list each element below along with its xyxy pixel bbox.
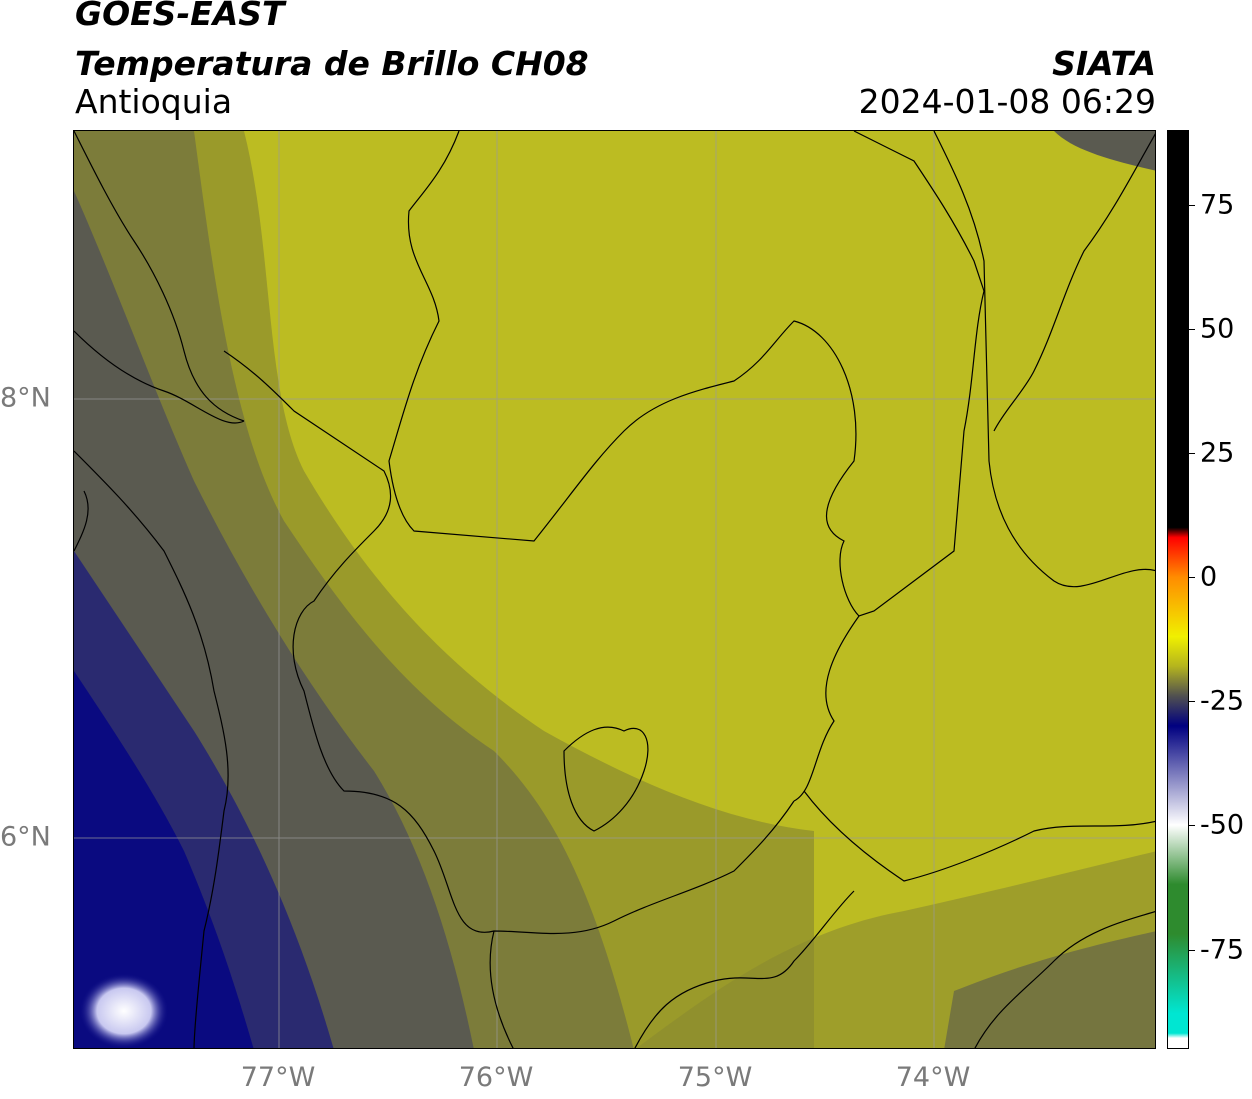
- colorbar-tick-label: -75: [1200, 934, 1245, 966]
- colorbar-tick: [1189, 452, 1195, 454]
- boundary-south-west: [223, 350, 795, 935]
- colorbar-tick-label: 25: [1200, 437, 1235, 469]
- boundary-caldas: [634, 890, 855, 1048]
- region-label: Antioquia: [75, 82, 233, 121]
- boundary-risaralda: [489, 930, 514, 1048]
- colorbar-tick: [1189, 328, 1195, 330]
- colorbar-tick-label: 0: [1200, 561, 1218, 593]
- colorbar-tick-label: -25: [1200, 685, 1245, 717]
- lon-tick-77w: 77°W: [240, 1062, 316, 1093]
- administrative-boundaries: [74, 131, 1155, 1048]
- coastline-west: [74, 450, 229, 1048]
- boundary-boyaca: [974, 910, 1155, 1048]
- enclave-boundary: [563, 726, 649, 832]
- colorbar-tick-label: 75: [1200, 189, 1235, 220]
- graticule: [74, 131, 1155, 1048]
- boundary-east: [933, 131, 1155, 588]
- boundary-northeast: [993, 133, 1155, 432]
- lat-tick-8n: 8°N: [0, 382, 51, 414]
- lat-tick-6n: 6°N: [0, 821, 51, 853]
- antioquia-boundary: [388, 131, 985, 617]
- timestamp-label: 2024-01-08 06:29: [858, 82, 1156, 121]
- field-south-olive: [636, 851, 1155, 1048]
- satellite-title: GOES-EAST: [75, 0, 285, 33]
- temperature-colorbar: [1167, 130, 1189, 1049]
- colorbar-tick: [1189, 825, 1195, 827]
- coastline-north: [74, 131, 245, 422]
- boundary-northwest: [74, 330, 245, 424]
- colorbar-tick: [1189, 577, 1195, 579]
- cold-cloud-spot: [79, 973, 169, 1048]
- field-ne-gray: [1054, 131, 1155, 171]
- colorbar-tick-label: 50: [1200, 313, 1235, 345]
- boundary-magdalena: [803, 790, 1155, 882]
- satellite-map[interactable]: [73, 130, 1156, 1049]
- colorbar-tick: [1189, 204, 1195, 206]
- organization-label: SIATA: [1052, 44, 1156, 83]
- brightness-temperature-field: [74, 131, 1155, 1048]
- boundary-south-east: [793, 615, 860, 802]
- product-title: Temperatura de Brillo CH08: [75, 44, 589, 83]
- lon-tick-76w: 76°W: [458, 1062, 534, 1093]
- field-navy: [74, 671, 254, 1048]
- lon-tick-75w: 75°W: [677, 1062, 753, 1093]
- colorbar-tick-label: -50: [1200, 809, 1245, 841]
- colorbar-tick: [1189, 701, 1195, 703]
- lon-tick-74w: 74°W: [895, 1062, 971, 1093]
- coast-gulf: [74, 490, 89, 552]
- colorbar-tick: [1189, 949, 1195, 951]
